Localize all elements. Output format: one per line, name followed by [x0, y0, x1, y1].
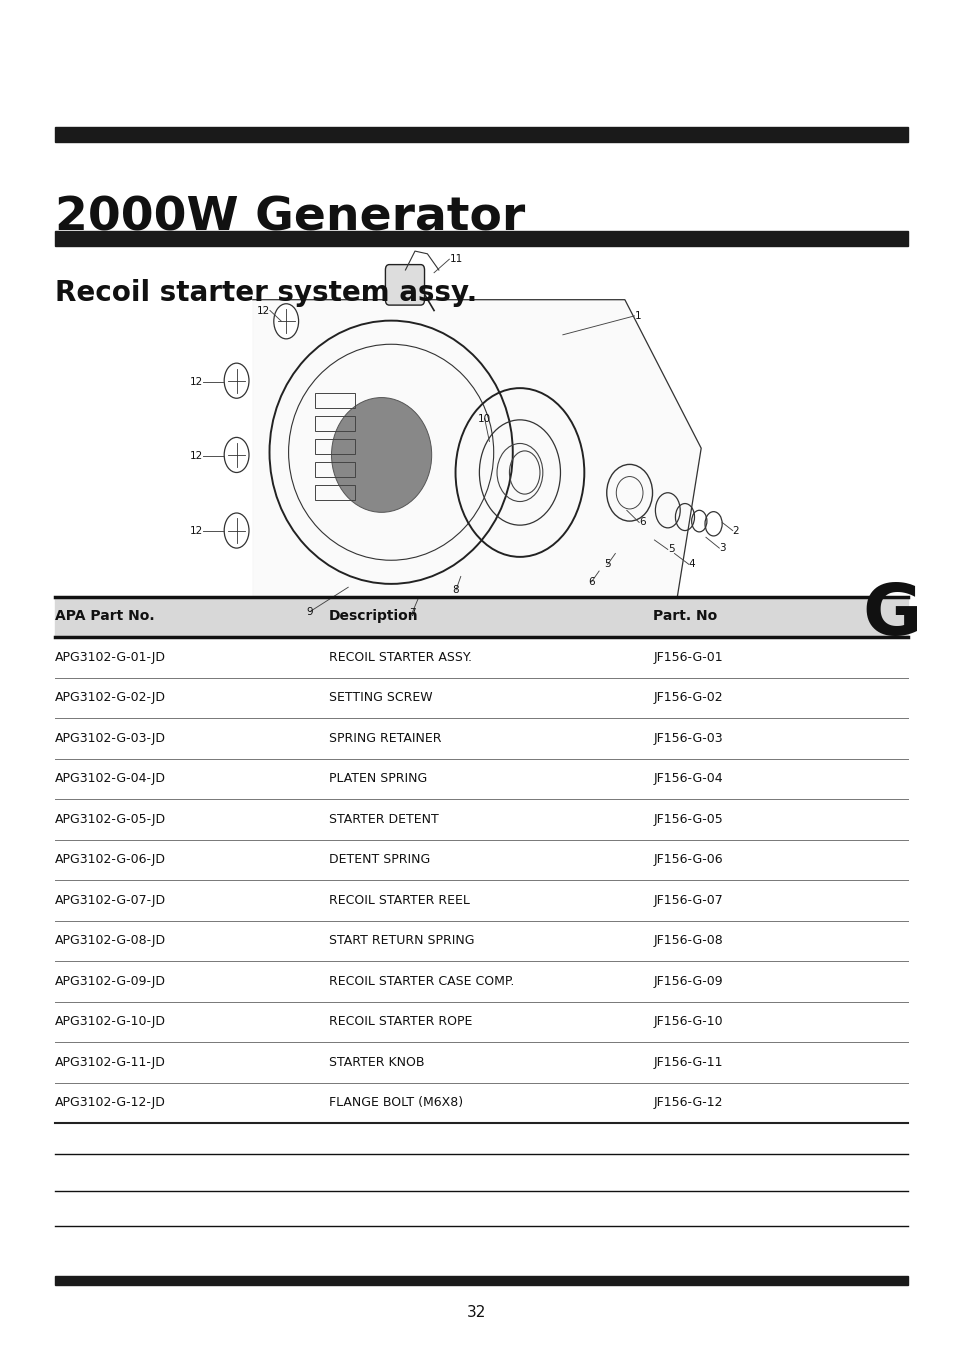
Text: JF156-G-05: JF156-G-05 — [653, 813, 722, 826]
Text: APG3102-G-10-JD: APG3102-G-10-JD — [55, 1015, 166, 1029]
Text: JF156-G-10: JF156-G-10 — [653, 1015, 722, 1029]
Text: 5: 5 — [667, 544, 674, 555]
Text: APG3102-G-03-JD: APG3102-G-03-JD — [55, 732, 166, 745]
Text: JF156-G-01: JF156-G-01 — [653, 651, 722, 664]
Text: 2000W Generator: 2000W Generator — [55, 196, 525, 240]
Text: APA Part No.: APA Part No. — [55, 609, 154, 624]
Bar — [314, 416, 355, 431]
Text: 6: 6 — [588, 576, 594, 587]
Text: RECOIL STARTER CASE COMP.: RECOIL STARTER CASE COMP. — [329, 975, 514, 988]
Text: APG3102-G-05-JD: APG3102-G-05-JD — [55, 813, 166, 826]
Text: JF156-G-11: JF156-G-11 — [653, 1056, 722, 1069]
Text: SETTING SCREW: SETTING SCREW — [329, 691, 433, 705]
Text: APG3102-G-12-JD: APG3102-G-12-JD — [55, 1096, 166, 1110]
Bar — [55, 597, 907, 637]
Text: 2: 2 — [732, 525, 739, 536]
Polygon shape — [253, 300, 700, 597]
Text: G: G — [862, 580, 921, 649]
Text: 3: 3 — [719, 543, 725, 554]
Circle shape — [224, 363, 249, 398]
Text: RECOIL STARTER ROPE: RECOIL STARTER ROPE — [329, 1015, 472, 1029]
Text: 12: 12 — [190, 377, 203, 387]
Text: 10: 10 — [477, 413, 491, 424]
Text: APG3102-G-11-JD: APG3102-G-11-JD — [55, 1056, 166, 1069]
Text: START RETURN SPRING: START RETURN SPRING — [329, 934, 475, 948]
Text: Description: Description — [329, 609, 418, 624]
Text: RECOIL STARTER REEL: RECOIL STARTER REEL — [329, 894, 470, 907]
Text: APG3102-G-04-JD: APG3102-G-04-JD — [55, 772, 166, 786]
Text: PLATEN SPRING: PLATEN SPRING — [329, 772, 427, 786]
Bar — [55, 1276, 907, 1285]
Text: 9: 9 — [307, 606, 313, 617]
Bar — [55, 127, 907, 142]
Text: 6: 6 — [639, 517, 645, 528]
Text: STARTER KNOB: STARTER KNOB — [329, 1056, 424, 1069]
Text: 12: 12 — [256, 305, 270, 316]
Text: 5: 5 — [604, 559, 610, 570]
Text: 32: 32 — [467, 1304, 486, 1320]
Text: DETENT SPRING: DETENT SPRING — [329, 853, 430, 867]
Text: APG3102-G-09-JD: APG3102-G-09-JD — [55, 975, 166, 988]
Ellipse shape — [332, 397, 431, 512]
Bar — [314, 393, 355, 408]
Text: Part. No: Part. No — [653, 609, 717, 624]
Text: 1: 1 — [634, 310, 640, 321]
Bar — [314, 462, 355, 477]
Text: JF156-G-02: JF156-G-02 — [653, 691, 722, 705]
Text: FLANGE BOLT (M6X8): FLANGE BOLT (M6X8) — [329, 1096, 463, 1110]
Text: JF156-G-08: JF156-G-08 — [653, 934, 722, 948]
Text: 7: 7 — [409, 608, 415, 618]
Circle shape — [224, 513, 249, 548]
Text: RECOIL STARTER ASSY.: RECOIL STARTER ASSY. — [329, 651, 472, 664]
Bar — [55, 231, 907, 246]
Text: STARTER DETENT: STARTER DETENT — [329, 813, 438, 826]
Text: Recoil starter system assy.: Recoil starter system assy. — [55, 279, 477, 308]
Text: APG3102-G-01-JD: APG3102-G-01-JD — [55, 651, 166, 664]
Text: 8: 8 — [453, 585, 458, 595]
Text: JF156-G-04: JF156-G-04 — [653, 772, 722, 786]
Text: JF156-G-12: JF156-G-12 — [653, 1096, 722, 1110]
Circle shape — [274, 304, 298, 339]
Text: APG3102-G-02-JD: APG3102-G-02-JD — [55, 691, 166, 705]
Text: APG3102-G-08-JD: APG3102-G-08-JD — [55, 934, 166, 948]
Text: SPRING RETAINER: SPRING RETAINER — [329, 732, 441, 745]
Circle shape — [224, 437, 249, 472]
Text: 11: 11 — [449, 254, 462, 265]
Text: JF156-G-03: JF156-G-03 — [653, 732, 722, 745]
Bar — [314, 485, 355, 500]
Text: 12: 12 — [190, 525, 203, 536]
FancyBboxPatch shape — [385, 265, 424, 305]
Text: 12: 12 — [190, 451, 203, 462]
Text: APG3102-G-06-JD: APG3102-G-06-JD — [55, 853, 166, 867]
Text: JF156-G-07: JF156-G-07 — [653, 894, 722, 907]
Text: JF156-G-09: JF156-G-09 — [653, 975, 722, 988]
Text: 4: 4 — [688, 559, 695, 570]
Text: JF156-G-06: JF156-G-06 — [653, 853, 722, 867]
Bar — [314, 439, 355, 454]
Text: APG3102-G-07-JD: APG3102-G-07-JD — [55, 894, 166, 907]
